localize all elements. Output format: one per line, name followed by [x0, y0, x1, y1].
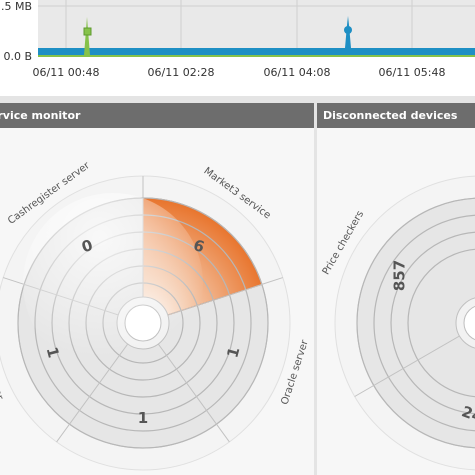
- polar-grid-ring: [356, 197, 475, 449]
- polar-gloss: [23, 193, 203, 373]
- y-tick-label: 0.0 B: [3, 50, 32, 63]
- traffic-area-primary: [38, 48, 475, 55]
- disconnected-devices-header[interactable]: Disconnected devices: [317, 103, 475, 128]
- polar-value-label: 1: [43, 345, 63, 360]
- polar-value-label: 1: [138, 409, 148, 427]
- traffic-grid: [38, 0, 475, 56]
- x-tick-label: 06/11 05:48: [379, 66, 446, 79]
- traffic-series: [38, 16, 475, 57]
- traffic-spike-secondary: [84, 17, 90, 55]
- polar-chart-devices: 4108Cash registers2492Customer displays8…: [321, 175, 475, 471]
- disconnected-devices-polar-chart: 4108Cash registers2492Customer displays8…: [321, 175, 475, 471]
- traffic-marker-secondary: [83, 27, 92, 36]
- traffic-chart-area: 1.5 MB 0.0 B 06/11 00:48 06/11 02:28 06/…: [0, 0, 475, 96]
- x-tick-label: 06/11 04:08: [264, 66, 331, 79]
- x-tick-label: 06/11 00:48: [33, 66, 100, 79]
- polar-grid-ring: [407, 248, 475, 398]
- traffic-marker-primary: [344, 26, 352, 34]
- polar-hub: [463, 305, 475, 341]
- polar-value-label: 1: [223, 345, 243, 360]
- disconnected-devices-panel: Disconnected devices 4108Cash registers2…: [317, 103, 475, 475]
- x-tick-label: 06/11 02:28: [148, 66, 215, 79]
- polar-value-label: 857: [391, 260, 409, 291]
- traffic-chart: 1.5 MB 0.0 B 06/11 00:48 06/11 02:28 06/…: [0, 0, 475, 79]
- service-monitor-title: Service monitor: [0, 109, 81, 122]
- y-tick-label: 1.5 MB: [0, 0, 32, 13]
- disconnected-devices-body: 4108Cash registers2492Customer displays8…: [317, 128, 475, 475]
- disconnected-devices-title: Disconnected devices: [323, 109, 458, 122]
- polar-grid-ring: [373, 214, 475, 432]
- polar-grid-ring: [390, 231, 475, 415]
- traffic-baseline-secondary: [38, 55, 475, 57]
- traffic-plot-background: [38, 0, 475, 56]
- service-monitor-header[interactable]: Service monitor: [0, 103, 314, 128]
